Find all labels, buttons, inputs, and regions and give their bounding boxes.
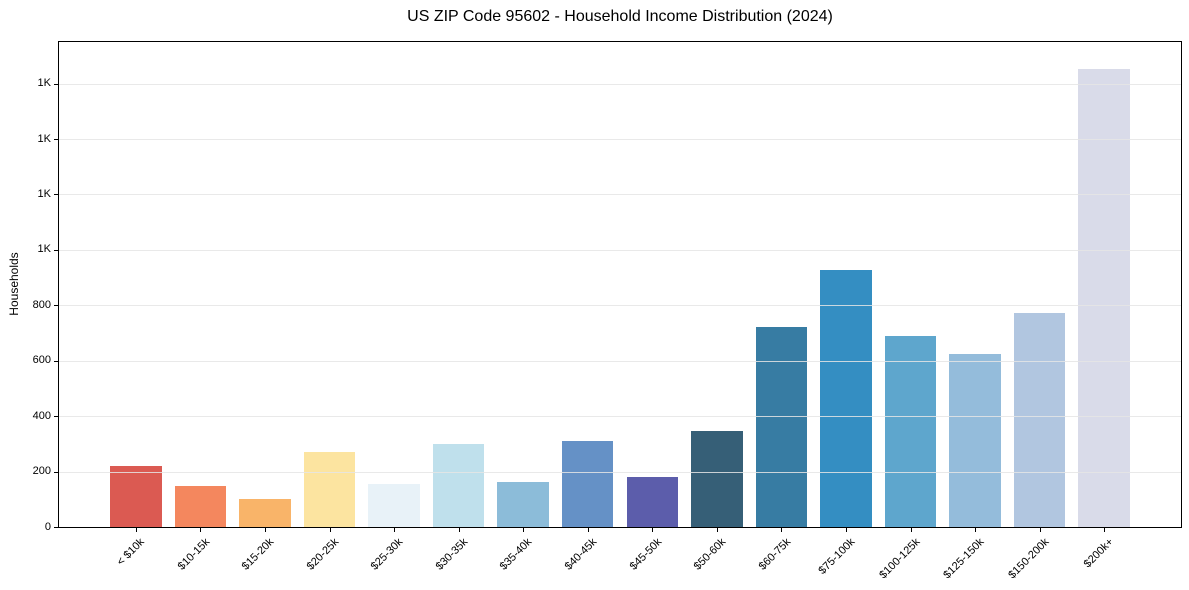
y-tick-mark	[54, 305, 58, 307]
y-tick-label: 1K	[37, 243, 51, 256]
y-tick-label: 1K	[37, 132, 51, 145]
y-tick-label: 800	[32, 298, 51, 311]
bar-14	[1013, 313, 1066, 527]
x-tick-mark	[264, 528, 266, 532]
y-tick-mark	[54, 249, 58, 251]
y-tick-label: 600	[32, 354, 51, 367]
x-tick-mark	[587, 528, 589, 532]
x-tick-mark	[135, 528, 137, 532]
x-tick-mark	[845, 528, 847, 532]
bar-10	[755, 326, 808, 527]
y-tick-mark	[54, 471, 58, 473]
x-tick-mark	[975, 528, 977, 532]
x-tick-mark	[1104, 528, 1106, 532]
bar-8	[626, 477, 679, 527]
x-tick-mark	[329, 528, 331, 532]
x-tick-mark	[716, 528, 718, 532]
bar-12	[884, 335, 937, 527]
x-tick-mark	[523, 528, 525, 532]
x-tick-mark	[458, 528, 460, 532]
x-tick-mark	[200, 528, 202, 532]
y-tick-label: 0	[44, 520, 51, 533]
bar-2	[239, 499, 291, 527]
gridline	[59, 194, 1181, 196]
plot-area	[58, 41, 1182, 528]
bar-6	[497, 481, 549, 527]
y-tick-mark	[54, 360, 58, 362]
bar-15	[1078, 69, 1130, 527]
gridline	[59, 139, 1181, 140]
x-tick-mark	[781, 528, 783, 532]
x-tick-mark	[910, 528, 912, 532]
y-tick-mark	[54, 194, 58, 196]
y-tick-mark	[54, 416, 58, 418]
bar-5	[432, 443, 485, 527]
bar-11	[820, 269, 872, 527]
gridline	[59, 416, 1181, 418]
gridline	[59, 249, 1181, 251]
gridline	[59, 83, 1181, 85]
y-tick-label: 1K	[37, 77, 51, 90]
y-tick-label: 400	[32, 409, 51, 422]
chart-title: US ZIP Code 95602 - Household Income Dis…	[407, 8, 833, 25]
gridline	[59, 360, 1181, 362]
gridline	[59, 305, 1181, 307]
bar-4	[368, 483, 420, 527]
y-tick-mark	[54, 527, 58, 528]
bar-0	[110, 466, 162, 527]
bar-3	[303, 451, 356, 527]
bar-7	[561, 441, 614, 527]
y-tick-mark	[54, 139, 58, 140]
bar-13	[949, 353, 1001, 527]
x-tick-mark	[1039, 528, 1041, 532]
bar-9	[691, 431, 743, 527]
gridline	[59, 471, 1181, 473]
y-tick-label: 200	[32, 465, 51, 478]
x-tick-mark	[394, 528, 396, 532]
x-tick-mark	[652, 528, 654, 532]
y-tick-label: 1K	[37, 187, 51, 200]
bar-1	[174, 486, 227, 527]
y-tick-mark	[54, 83, 58, 85]
